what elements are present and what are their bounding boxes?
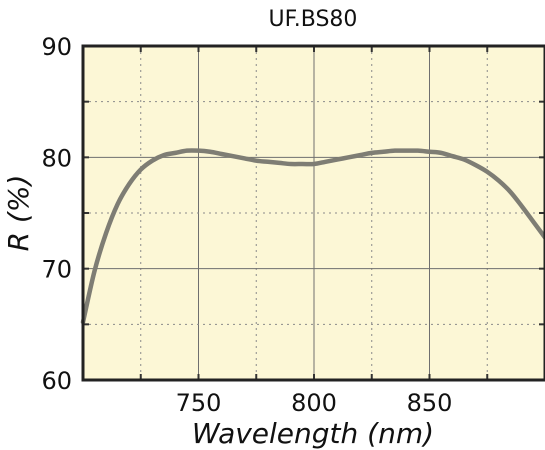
y-tick-label: 80 — [41, 144, 72, 172]
x-tick-label: 850 — [407, 389, 453, 417]
plot-frame — [81, 44, 545, 382]
chart-title: UF.BS80 — [269, 7, 358, 32]
y-tick-label: 60 — [41, 367, 72, 395]
series-group — [80, 148, 545, 325]
series-line — [80, 148, 545, 325]
grid — [83, 46, 545, 380]
x-axis-label: Wavelength (nm) — [192, 417, 434, 450]
x-tick-label: 750 — [176, 389, 222, 417]
y-axis-label: R (%) — [2, 175, 35, 252]
y-tick-label: 90 — [41, 33, 72, 61]
y-tick-label: 70 — [41, 256, 72, 284]
x-tick-label: 800 — [291, 389, 337, 417]
